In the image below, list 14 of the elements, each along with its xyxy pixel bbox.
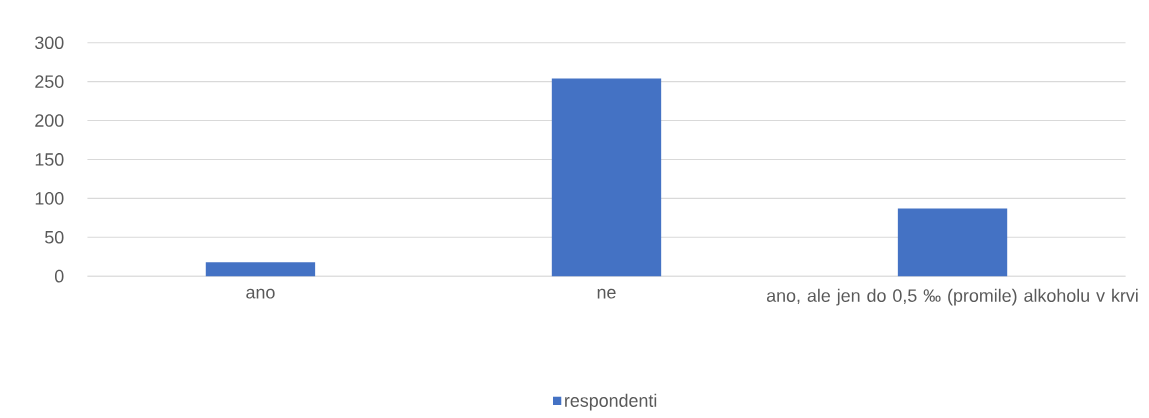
y-tick-label: 0 (54, 269, 64, 283)
y-tick-label: 250 (35, 75, 64, 88)
x-tick-label: ano (246, 288, 275, 299)
x-tick-label: ano, ale jen do 0,5 ‰ (promile) alkoholu v krvi (766, 288, 1138, 306)
legend-label: respondenti (565, 393, 657, 411)
y-tick-label: 200 (35, 114, 64, 127)
y-tick-label: 300 (35, 36, 64, 49)
y-tick-label: 50 (45, 230, 64, 244)
y-tick-label: 100 (35, 191, 64, 205)
x-tick-label: ne (597, 288, 616, 299)
bar (897, 208, 1008, 277)
bar (205, 262, 316, 277)
y-tick-label: 150 (35, 153, 64, 166)
bar (551, 78, 662, 277)
